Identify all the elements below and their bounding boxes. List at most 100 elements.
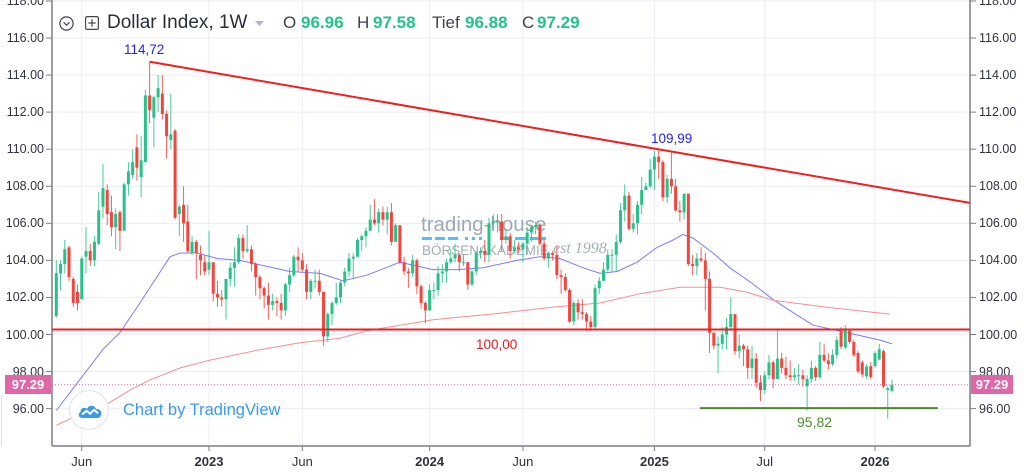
- candle-up: [101, 164, 105, 218]
- candle-down: [881, 349, 885, 389]
- candle-up: [750, 345, 754, 379]
- attribution-text: Chart by TradingView: [123, 401, 281, 419]
- candle-down: [381, 206, 385, 226]
- moving-averages: [55, 233, 893, 426]
- candle-down: [500, 214, 504, 252]
- open-label: O: [283, 13, 297, 32]
- candle-down: [186, 204, 190, 253]
- candle-up: [368, 204, 372, 231]
- candle-up: [190, 236, 194, 255]
- candle-up: [54, 260, 58, 318]
- candle-down: [389, 202, 393, 246]
- candle-down: [402, 256, 406, 276]
- candle-down: [182, 186, 186, 242]
- candle-up: [453, 243, 457, 263]
- candle-up: [818, 341, 822, 379]
- candle-up: [351, 252, 355, 279]
- candle-down: [742, 343, 746, 367]
- candle-down: [708, 271, 712, 354]
- candle-up: [644, 182, 648, 190]
- candle-down: [296, 247, 300, 272]
- candle-up: [343, 267, 347, 287]
- left-price-axis-label: 102.00: [5, 290, 44, 305]
- candle-up: [131, 149, 135, 179]
- high-value: 97.58: [373, 13, 416, 32]
- candle-up: [877, 343, 881, 361]
- time-axis-label: 2024: [415, 454, 445, 469]
- candle-up: [614, 234, 618, 272]
- candle-down: [300, 252, 304, 272]
- candle-down: [780, 353, 784, 374]
- candle-up: [640, 176, 644, 215]
- candle-up: [479, 247, 482, 259]
- candle-up: [631, 214, 635, 233]
- candle-down: [848, 328, 852, 344]
- candle-down: [194, 239, 198, 279]
- descending-trendline[interactable]: [149, 60, 970, 204]
- candle-up: [593, 284, 597, 329]
- candle-down: [398, 225, 402, 265]
- close-value: 97.29: [537, 13, 580, 32]
- candle-up: [237, 234, 241, 265]
- candle-down: [199, 245, 203, 276]
- candle-down: [71, 277, 75, 307]
- symbol-title[interactable]: Dollar Index, 1W: [107, 12, 248, 33]
- candle-up: [228, 262, 232, 287]
- candle-up: [309, 278, 313, 300]
- chevron-circle-icon[interactable]: [59, 16, 74, 31]
- candle-down: [589, 315, 593, 331]
- candle-down: [860, 360, 864, 378]
- left-price-axis-label: 110.00: [6, 142, 44, 157]
- grid-lines: [52, 0, 970, 446]
- candle-down: [555, 245, 559, 279]
- candle-down: [852, 340, 856, 357]
- candle-up: [432, 282, 436, 300]
- candle-up: [890, 379, 894, 393]
- time-scale[interactable]: [52, 446, 970, 472]
- candle-up: [143, 89, 147, 163]
- candle-up: [114, 208, 118, 250]
- plus-square-icon[interactable]: [85, 16, 99, 30]
- support-label: 95,82: [797, 414, 833, 430]
- candle-up: [763, 371, 767, 394]
- legend-header: Dollar Index, 1W O 96.96 H 97.58 Tief 96…: [0, 0, 600, 40]
- candle-down: [657, 149, 661, 179]
- candle-down: [105, 184, 109, 226]
- candle-up: [729, 297, 733, 331]
- current-price-tag-left: 97.29: [5, 375, 51, 395]
- candle-up: [652, 151, 656, 190]
- left-price-axis-label: 112.00: [6, 105, 44, 120]
- candle-down: [135, 134, 139, 181]
- current-price-tag-right: 97.29: [971, 375, 1013, 395]
- candle-up: [831, 349, 835, 367]
- candle-up: [122, 182, 126, 231]
- right-price-axis-label: 102.00: [979, 290, 1018, 305]
- candle-up: [470, 269, 474, 287]
- caret-down-icon[interactable]: [255, 21, 264, 26]
- tradingview-attribution[interactable]: Chart by TradingView: [69, 390, 299, 430]
- candle-down: [266, 282, 270, 320]
- candle-up: [224, 278, 228, 320]
- candle-up: [207, 230, 211, 276]
- candle-up: [775, 328, 779, 379]
- candle-down: [856, 351, 860, 374]
- candle-up: [232, 247, 236, 287]
- candle-up: [436, 265, 440, 296]
- candle-up: [886, 386, 890, 419]
- candle-up: [283, 282, 287, 316]
- low-value: 96.88: [465, 13, 508, 32]
- candle-down: [826, 353, 830, 370]
- candle-up: [521, 241, 525, 263]
- candle-down: [165, 110, 169, 159]
- candle-up: [725, 317, 729, 350]
- candle-down: [542, 239, 546, 261]
- candle-down: [372, 199, 376, 226]
- candle-down: [160, 75, 164, 120]
- candle-down: [559, 269, 563, 294]
- candle-down: [814, 366, 818, 381]
- candle-up: [156, 75, 160, 113]
